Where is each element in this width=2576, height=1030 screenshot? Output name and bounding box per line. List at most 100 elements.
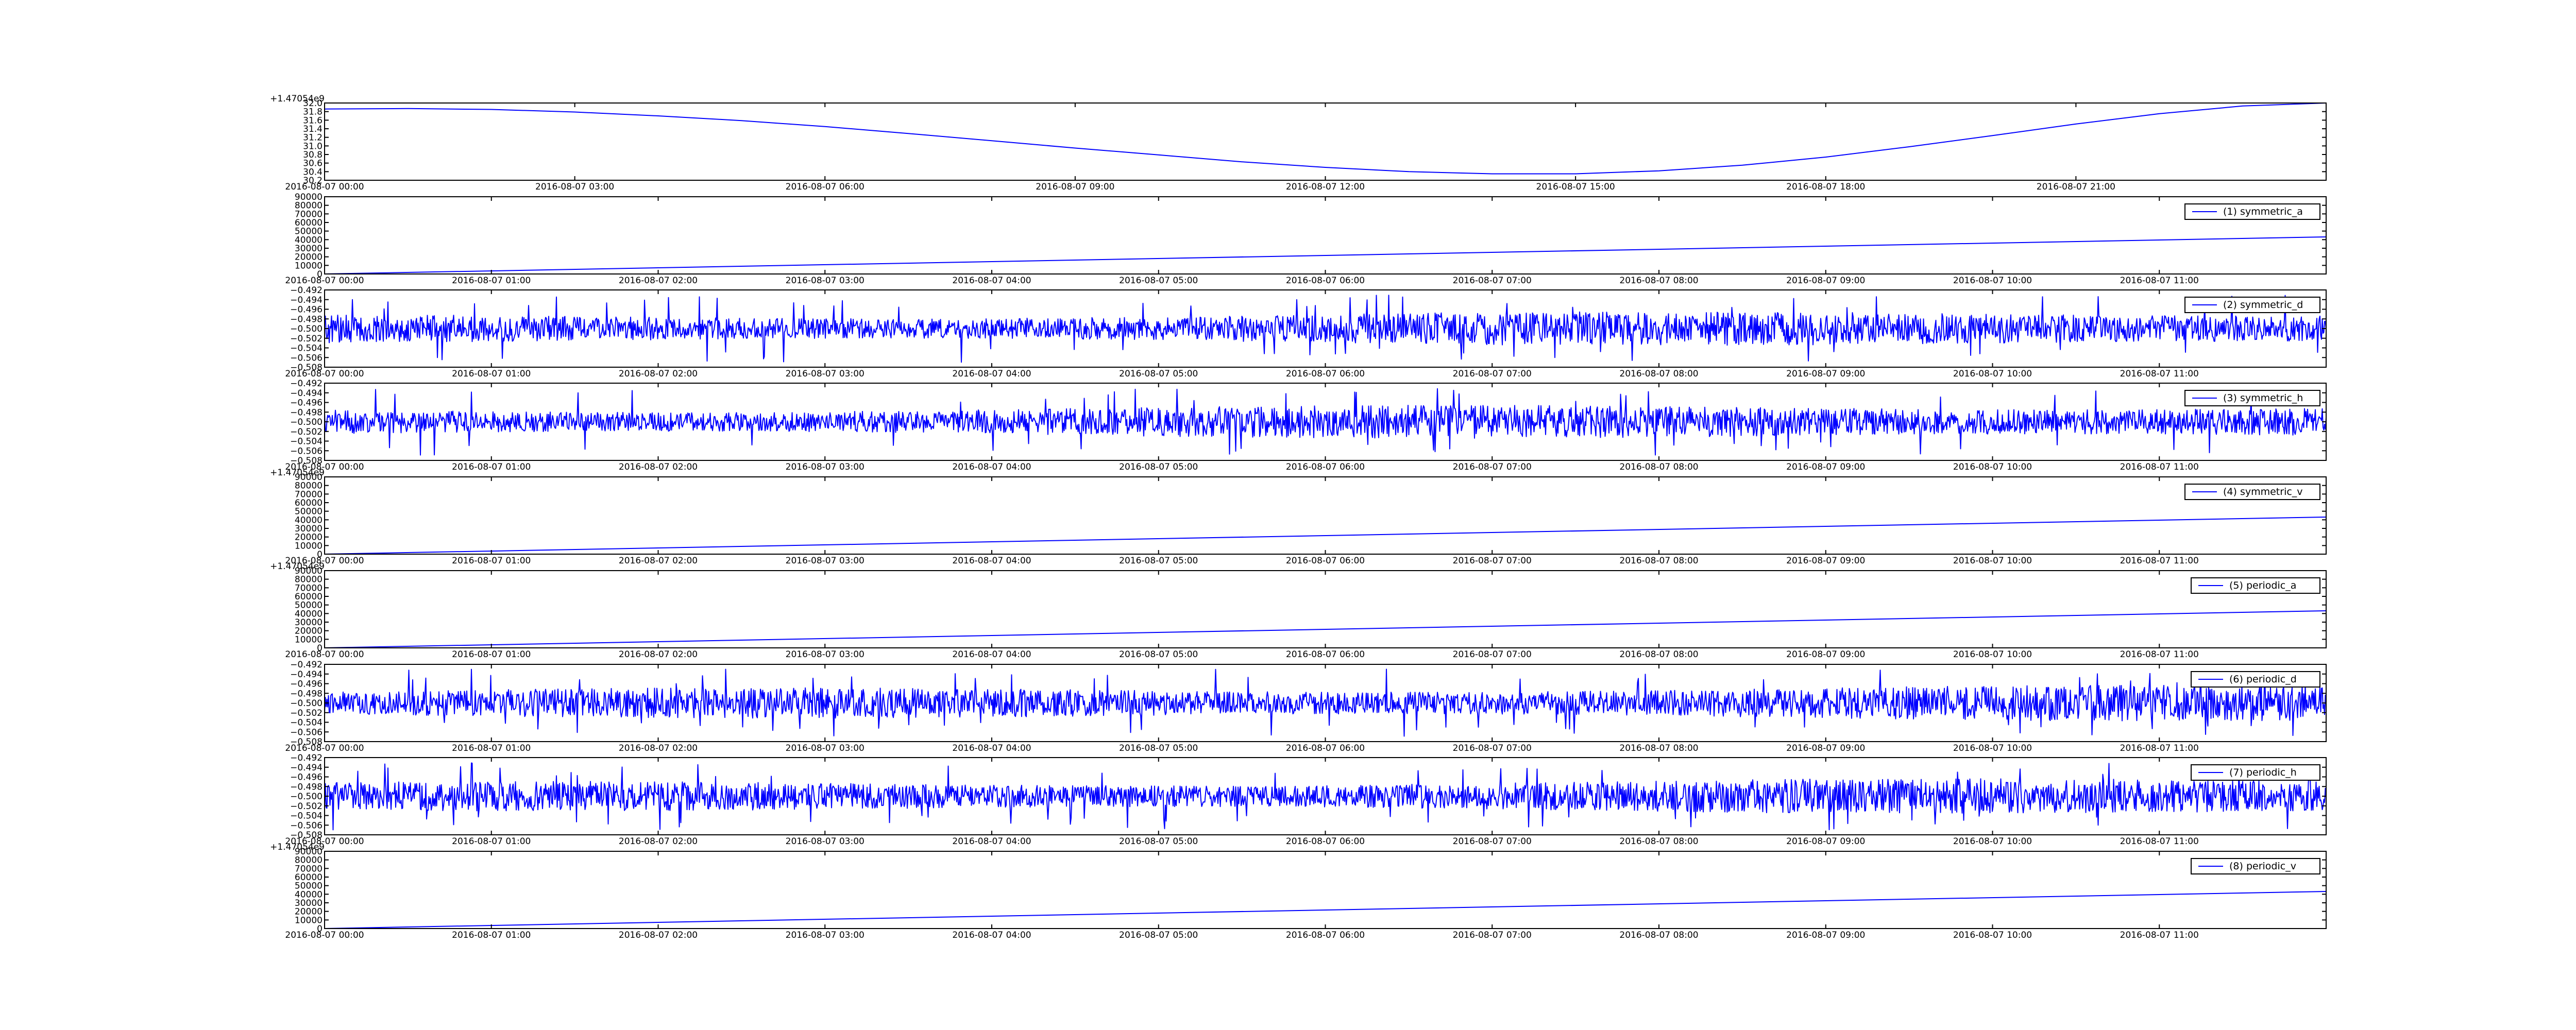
x-tick-label: 2016-08-07 05:00: [1119, 836, 1198, 847]
y-tick-label: 40000: [295, 889, 323, 900]
x-tick-label: 2016-08-07 04:00: [952, 462, 1031, 472]
y-tick-label: −0.508: [290, 830, 323, 840]
x-tick-label: 2016-08-07 07:00: [1453, 369, 1532, 379]
axis-offset-text: +1.47054e9: [270, 842, 325, 852]
legend-label: (5) periodic_a: [2229, 580, 2296, 591]
x-tick-label: 2016-08-07 06:00: [786, 182, 865, 192]
x-tick-label: 2016-08-07 01:00: [452, 276, 531, 286]
x-tick-label: 2016-08-07 08:00: [1619, 462, 1698, 472]
x-tick-label: 2016-08-07 07:00: [1453, 836, 1532, 847]
x-tick-label: 2016-08-07 07:00: [1453, 462, 1532, 472]
y-tick-label: −0.494: [290, 295, 323, 305]
y-tick-label: 0: [317, 269, 323, 280]
x-tick-label: 2016-08-07 01:00: [452, 462, 531, 472]
x-tick-label: 2016-08-07 08:00: [1619, 369, 1698, 379]
y-tick-label: 31.4: [303, 124, 323, 134]
x-tick-label: 2016-08-07 11:00: [2120, 556, 2199, 566]
x-tick-label: 2016-08-07 05:00: [1119, 649, 1198, 660]
legend-box: [2191, 764, 2320, 781]
y-tick-label: −0.506: [290, 353, 323, 363]
x-tick-label: 2016-08-07 12:00: [1286, 182, 1365, 192]
y-tick-label: −0.502: [290, 427, 323, 437]
series-line--7-periodic-h: [325, 762, 2326, 831]
y-tick-label: 90000: [295, 472, 323, 483]
y-tick-label: −0.508: [290, 737, 323, 747]
y-tick-label: −0.498: [290, 689, 323, 699]
y-tick-label: 90000: [295, 192, 323, 202]
series-line--5-periodic-a: [325, 610, 2326, 648]
y-tick-label: 60000: [295, 498, 323, 508]
x-tick-label: 2016-08-07 01:00: [452, 556, 531, 566]
y-tick-label: 90000: [295, 847, 323, 857]
x-tick-label: 2016-08-07 06:00: [1286, 836, 1365, 847]
series-line--8-periodic-v: [325, 890, 2326, 929]
legend-box: [2191, 858, 2320, 874]
y-tick-label: 80000: [295, 201, 323, 211]
x-tick-label: 2016-08-07 05:00: [1119, 369, 1198, 379]
x-tick-label: 2016-08-07 01:00: [452, 836, 531, 847]
x-tick-label: 2016-08-07 21:00: [2037, 182, 2115, 192]
y-tick-label: 80000: [295, 575, 323, 585]
x-tick-label: 2016-08-07 08:00: [1619, 836, 1698, 847]
y-tick-label: −0.498: [290, 314, 323, 324]
x-tick-label: 2016-08-07 03:00: [786, 462, 865, 472]
x-tick-label: 2016-08-07 08:00: [1619, 743, 1698, 753]
x-tick-label: 2016-08-07 00:00: [285, 649, 364, 660]
x-tick-label: 2016-08-07 09:00: [1786, 836, 1865, 847]
y-tick-label: 50000: [295, 600, 323, 611]
y-tick-label: 70000: [295, 583, 323, 593]
y-tick-label: 40000: [295, 515, 323, 525]
y-tick-label: 40000: [295, 609, 323, 619]
x-tick-label: 2016-08-07 02:00: [619, 930, 698, 940]
x-tick-label: 2016-08-07 11:00: [2120, 930, 2199, 940]
x-tick-label: 2016-08-07 01:00: [452, 743, 531, 753]
x-tick-label: 2016-08-07 09:00: [1786, 462, 1865, 472]
x-tick-label: 2016-08-07 07:00: [1453, 556, 1532, 566]
x-tick-label: 2016-08-07 11:00: [2120, 369, 2199, 379]
x-tick-label: 2016-08-07 03:00: [786, 649, 865, 660]
y-tick-label: −0.504: [290, 344, 323, 354]
x-tick-label: 2016-08-07 00:00: [285, 182, 364, 192]
y-tick-label: 10000: [295, 915, 323, 925]
y-tick-label: 50000: [295, 227, 323, 237]
x-tick-label: 2016-08-07 15:00: [1536, 182, 1615, 192]
x-tick-label: 2016-08-07 00:00: [285, 369, 364, 379]
x-tick-label: 2016-08-07 06:00: [1286, 369, 1365, 379]
y-tick-label: −0.494: [290, 670, 323, 680]
x-tick-label: 2016-08-07 10:00: [1953, 462, 2032, 472]
x-tick-label: 2016-08-07 06:00: [1286, 649, 1365, 660]
y-tick-label: 20000: [295, 533, 323, 543]
x-tick-label: 2016-08-07 02:00: [619, 369, 698, 379]
y-tick-label: −0.508: [290, 456, 323, 466]
x-tick-label: 2016-08-07 05:00: [1119, 556, 1198, 566]
x-tick-label: 2016-08-07 05:00: [1119, 276, 1198, 286]
x-tick-label: 2016-08-07 04:00: [952, 556, 1031, 566]
series-line--3-symmetric-h: [325, 388, 2326, 456]
y-tick-label: −0.506: [290, 446, 323, 456]
series-line--4-symmetric-v: [325, 516, 2326, 554]
y-tick-label: 31.8: [303, 107, 323, 117]
axes-frame: [324, 757, 2327, 835]
y-tick-label: −0.504: [290, 811, 323, 821]
x-tick-label: 2016-08-07 06:00: [1286, 743, 1365, 753]
y-tick-label: −0.492: [290, 285, 323, 296]
x-tick-label: 2016-08-07 09:00: [1786, 649, 1865, 660]
y-tick-label: −0.500: [290, 792, 323, 802]
x-tick-label: 2016-08-07 02:00: [619, 462, 698, 472]
x-tick-label: 2016-08-07 11:00: [2120, 649, 2199, 660]
x-tick-label: 2016-08-07 08:00: [1619, 276, 1698, 286]
y-tick-label: −0.504: [290, 718, 323, 728]
series-line-panel-0: [325, 103, 2326, 175]
y-tick-label: 60000: [295, 218, 323, 228]
y-tick-label: −0.506: [290, 727, 323, 737]
y-tick-label: 10000: [295, 541, 323, 551]
x-tick-label: 2016-08-07 07:00: [1453, 743, 1532, 753]
y-tick-label: −0.496: [290, 679, 323, 690]
y-tick-label: 50000: [295, 507, 323, 517]
y-tick-label: 30000: [295, 244, 323, 254]
series-line--6-periodic-d: [325, 668, 2326, 737]
x-tick-label: 2016-08-07 02:00: [619, 556, 698, 566]
y-tick-label: 0: [317, 643, 323, 654]
y-tick-label: 10000: [295, 261, 323, 271]
